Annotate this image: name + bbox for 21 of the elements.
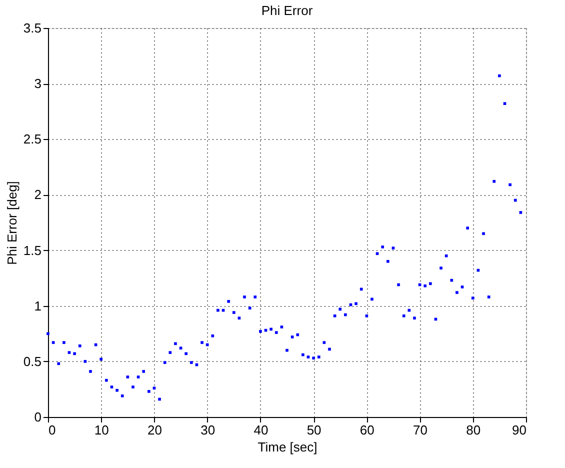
x-tick-label: 80 [466, 422, 481, 438]
y-tick-label: 2.5 [23, 132, 42, 147]
y-tick-label: 1 [34, 298, 42, 314]
x-tick-label: 20 [147, 422, 162, 438]
y-axis-title: Phi Error [deg] [4, 181, 20, 265]
chart-title: Phi Error [261, 3, 314, 18]
x-tick-label: 30 [200, 422, 216, 438]
x-tick-label: 0 [48, 422, 56, 438]
y-tick-label: 0 [34, 410, 42, 424]
x-axis-title: Time [sec] [258, 440, 318, 454]
x-tick-label: 60 [360, 422, 374, 438]
x-tick-label: 50 [306, 422, 322, 438]
y-tick-label: 1.5 [23, 242, 42, 258]
x-tick-label: 10 [94, 422, 109, 438]
x-tick-label: 70 [413, 422, 428, 438]
x-tick-label: 90 [512, 422, 526, 438]
x-tick-label: 40 [254, 422, 268, 438]
y-tick-label: 3.5 [23, 20, 42, 36]
y-tick-label: 2 [34, 187, 42, 202]
y-tick-label: 3 [34, 76, 42, 92]
y-tick-label: 0.5 [23, 354, 42, 369]
